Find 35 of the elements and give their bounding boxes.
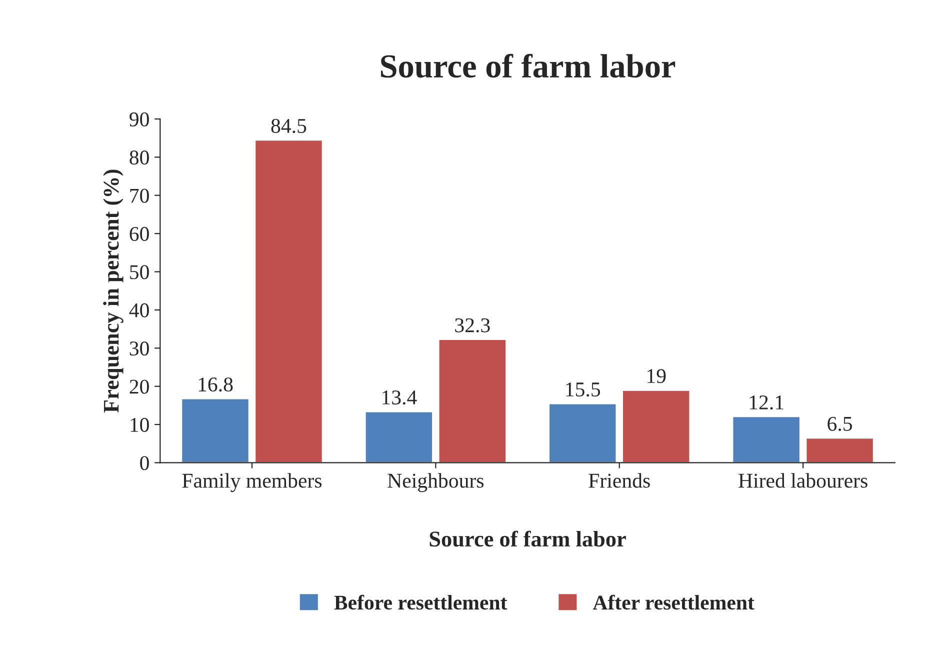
- y-tick-label: 50: [130, 265, 149, 280]
- y-axis-title: Frequency in percent (%): [103, 170, 124, 413]
- y-tick-label: 40: [129, 303, 149, 318]
- data-label: 12.1: [750, 395, 784, 410]
- legend-label: After resettlement: [592, 594, 754, 610]
- chart-title: Source of farm labor: [381, 54, 676, 78]
- x-tick-label: Friends: [588, 473, 650, 488]
- y-tick-label: 80: [130, 150, 149, 165]
- y-tick-label: 0: [140, 456, 149, 470]
- legend-label: Before resettlement: [334, 594, 508, 610]
- x-tick-label: Family members: [182, 473, 322, 492]
- data-label: 19: [648, 369, 666, 384]
- bar: [364, 410, 434, 463]
- x-tick-label: Neighbours: [388, 473, 484, 492]
- y-tick-label: 30: [130, 342, 149, 356]
- bar: [548, 402, 618, 463]
- y-tick-label: 70: [130, 188, 149, 203]
- bar: [180, 398, 250, 463]
- y-tick-label: 10: [130, 418, 149, 432]
- data-label: 15.5: [566, 382, 600, 397]
- bar: [622, 389, 691, 463]
- bar: [732, 416, 801, 463]
- x-tick-label: Hired labourers: [738, 473, 868, 488]
- bar: [805, 437, 874, 463]
- data-label: 84.5: [271, 118, 306, 134]
- y-tick-label: 60: [130, 226, 149, 241]
- bar: [254, 139, 324, 463]
- data-label: 6.5: [828, 416, 852, 431]
- x-axis-title: Source of farm labor: [430, 530, 626, 547]
- data-label: 13.4: [382, 390, 417, 405]
- bar: [438, 338, 507, 463]
- data-label: 16.8: [198, 377, 233, 392]
- y-tick-label: 20: [130, 380, 149, 394]
- data-label: 32.3: [455, 318, 490, 332]
- y-tick-label: 90: [130, 112, 149, 126]
